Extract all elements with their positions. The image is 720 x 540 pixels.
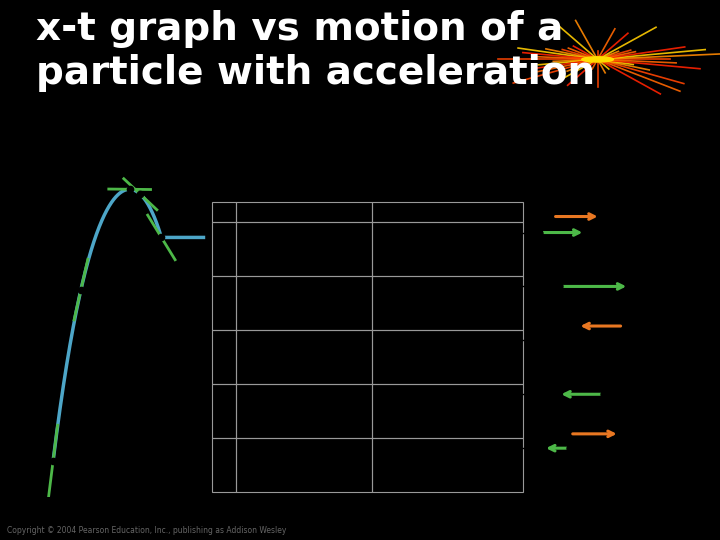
- Circle shape: [582, 57, 613, 62]
- Text: B: B: [64, 298, 73, 310]
- Text: $t_E$: $t_E$: [469, 441, 479, 455]
- Text: $t_D$: $t_D$: [468, 387, 479, 401]
- Text: a = 0: a = 0: [626, 373, 652, 382]
- Bar: [372, 202, 523, 222]
- Text: x: x: [685, 227, 691, 238]
- Text: v: v: [549, 381, 555, 391]
- Text: 0: 0: [555, 242, 562, 252]
- Text: x: x: [685, 389, 691, 399]
- Bar: [212, 437, 236, 491]
- Bar: [372, 437, 523, 491]
- Text: x: x: [49, 121, 58, 135]
- Bar: [236, 202, 372, 222]
- Text: C: C: [125, 165, 134, 178]
- Bar: [236, 222, 372, 276]
- Text: v: v: [541, 219, 547, 229]
- Bar: [212, 384, 236, 437]
- Bar: [236, 384, 372, 437]
- Bar: [372, 330, 523, 384]
- Text: A: A: [38, 472, 47, 485]
- Text: x: x: [685, 443, 691, 453]
- Bar: [372, 276, 523, 330]
- Text: A: A: [220, 244, 228, 254]
- Text: (b): (b): [572, 465, 590, 478]
- Text: moving in
−x-direction, speed
not changing: moving in −x-direction, speed not changi…: [377, 388, 464, 421]
- Text: 0: 0: [555, 296, 562, 306]
- Text: B: B: [220, 298, 228, 308]
- Text: D: D: [146, 180, 156, 193]
- Text: v: v: [633, 274, 639, 285]
- Text: instantaneously at
rest, velocity
changing from + to −: instantaneously at rest, velocity changi…: [377, 334, 474, 367]
- Text: F: F: [162, 253, 169, 266]
- Text: moving in
+x-direction, speed
not changing: moving in +x-direction, speed not changi…: [377, 280, 464, 313]
- Bar: [236, 276, 372, 330]
- Text: D: D: [220, 406, 228, 416]
- Text: O: O: [37, 323, 47, 336]
- Bar: [236, 330, 372, 384]
- Text: 0: 0: [555, 403, 562, 414]
- Text: negative slope,
zero curvature,
so vₓ < 0, aₓ = 0: negative slope, zero curvature, so vₓ < …: [241, 388, 316, 421]
- Text: negative slope,
upward curvature,
so vₓ < 0, aₓ > 0: negative slope, upward curvature, so vₓ …: [241, 442, 323, 475]
- Text: x-t graph: x-t graph: [280, 207, 328, 217]
- Text: (a): (a): [216, 495, 233, 508]
- Bar: [212, 202, 236, 222]
- Bar: [372, 384, 523, 437]
- Text: Motion of particle: Motion of particle: [401, 207, 493, 217]
- Text: t: t: [214, 309, 220, 323]
- Bar: [236, 437, 372, 491]
- Text: a: a: [624, 429, 629, 439]
- Bar: [372, 222, 523, 276]
- Text: 0: 0: [555, 349, 562, 360]
- Text: positive slope,
zero curvature,
so vₓ > 0, aₓ = 0: positive slope, zero curvature, so vₓ > …: [241, 280, 316, 313]
- Text: positive slope,
upward curvature,
so vₓ > 0, aₓ > 0: positive slope, upward curvature, so vₓ …: [241, 226, 323, 259]
- Text: a = 0: a = 0: [545, 261, 572, 271]
- Text: a: a: [568, 321, 574, 331]
- Text: $t_B$: $t_B$: [469, 280, 479, 293]
- Text: v = 0: v = 0: [593, 323, 620, 333]
- Text: x: x: [685, 281, 691, 292]
- Bar: [212, 330, 236, 384]
- Text: v: v: [534, 436, 539, 446]
- Bar: [212, 276, 236, 330]
- Bar: [212, 222, 236, 276]
- Text: $t_A = 0$: $t_A = 0$: [451, 226, 479, 239]
- Text: $t_C$: $t_C$: [468, 334, 479, 347]
- Text: a: a: [604, 212, 611, 221]
- Text: 0: 0: [555, 457, 562, 468]
- Text: moving in
+x-direction,
speeding up: moving in +x-direction, speeding up: [377, 226, 434, 259]
- Text: C: C: [220, 352, 228, 362]
- Text: x: x: [685, 335, 691, 346]
- Text: zero slope,
downward curvature,
so vₓ = 0, aₓ < 0: zero slope, downward curvature, so vₓ = …: [241, 334, 336, 367]
- Text: x-t graph vs motion of a
particle with acceleration: x-t graph vs motion of a particle with a…: [36, 10, 595, 91]
- Text: moving in
−x-direction,
slowing down: moving in −x-direction, slowing down: [377, 442, 437, 475]
- Text: Copyright © 2004 Pearson Education, Inc., publishing as Addison Wesley: Copyright © 2004 Pearson Education, Inc.…: [7, 526, 287, 535]
- Text: E: E: [221, 460, 228, 470]
